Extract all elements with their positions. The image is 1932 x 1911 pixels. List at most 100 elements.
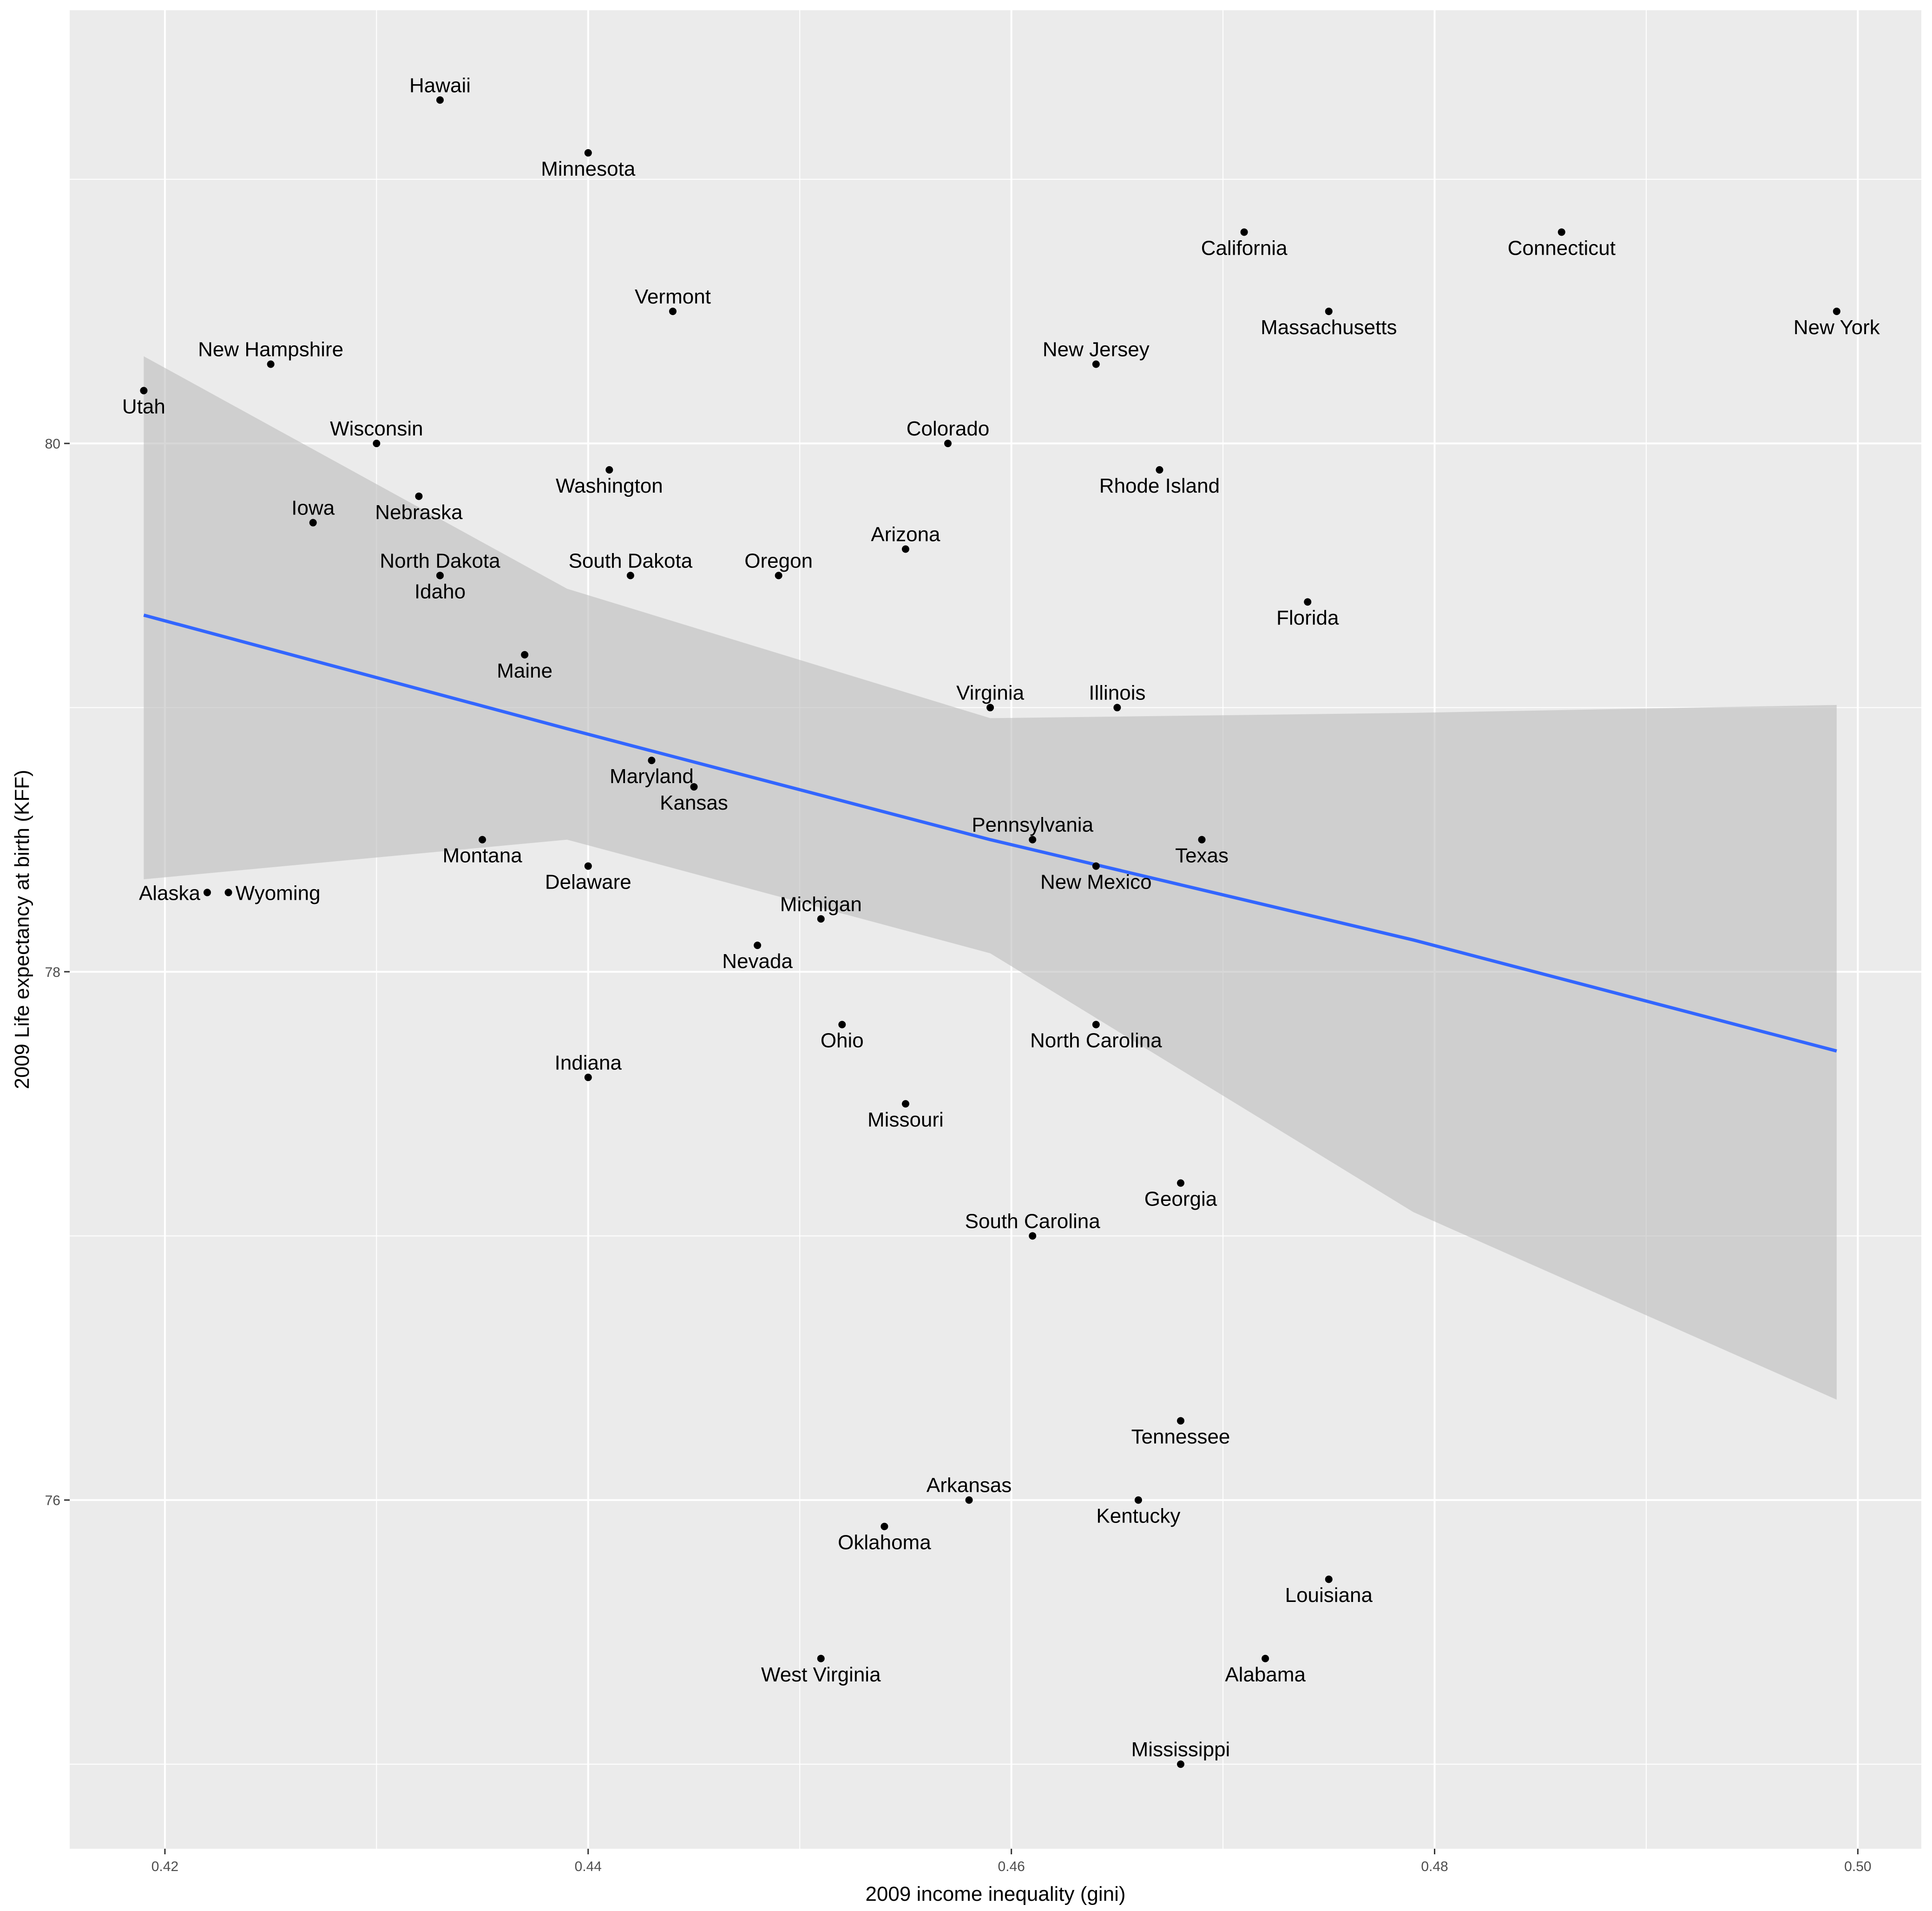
data-point xyxy=(1113,704,1121,712)
point-label: North Carolina xyxy=(1030,1029,1162,1052)
y-tick-label: 78 xyxy=(45,965,60,980)
point-label: New Jersey xyxy=(1043,338,1150,361)
point-label: Michigan xyxy=(780,893,862,916)
point-label: Connecticut xyxy=(1508,237,1616,259)
confidence-band-layer xyxy=(144,356,1837,1400)
data-point xyxy=(1325,1575,1333,1583)
x-tick-label: 0.42 xyxy=(151,1859,178,1874)
data-point xyxy=(1304,598,1312,606)
point-label: Wyoming xyxy=(236,882,321,904)
confidence-band xyxy=(144,356,1837,1400)
point-label: Kentucky xyxy=(1096,1505,1180,1528)
data-point xyxy=(838,1021,846,1028)
point-label: Oklahoma xyxy=(838,1531,931,1554)
point-label: Utah xyxy=(122,395,165,418)
data-point xyxy=(1156,466,1163,474)
point-label: Ohio xyxy=(821,1029,864,1052)
point-label: North Dakota xyxy=(380,549,500,572)
point-label: Washington xyxy=(556,474,663,497)
point-labels-layer: Hawaii Minnesota California Connecticut Verm… xyxy=(122,74,1880,1761)
point-label: Alaska xyxy=(139,882,201,904)
data-point xyxy=(965,1496,973,1504)
data-point xyxy=(436,572,444,580)
point-label: Delaware xyxy=(545,871,631,894)
data-point xyxy=(1092,862,1100,870)
x-tick-label: 0.50 xyxy=(1844,1859,1871,1874)
point-label: Massachusetts xyxy=(1261,316,1397,339)
point-label: Maryland xyxy=(610,765,694,788)
point-label: Vermont xyxy=(635,285,711,308)
data-point xyxy=(1177,1760,1184,1768)
data-point xyxy=(436,96,444,104)
data-point xyxy=(224,889,232,896)
data-point xyxy=(584,862,592,870)
data-point xyxy=(584,1074,592,1081)
x-axis-ticks: 0.42 0.44 0.46 0.48 0.50 xyxy=(151,1849,1872,1874)
point-label: Mississippi xyxy=(1131,1738,1230,1761)
data-point xyxy=(944,440,952,448)
data-point xyxy=(1092,360,1100,368)
data-point xyxy=(626,572,634,580)
point-label: Missouri xyxy=(867,1108,944,1131)
data-point xyxy=(817,1654,825,1662)
y-tick-label: 76 xyxy=(45,1493,60,1509)
data-point xyxy=(267,360,275,368)
y-axis-ticks: 76 78 80 xyxy=(45,436,70,1509)
y-tick-label: 80 xyxy=(45,436,60,452)
data-point xyxy=(690,783,698,791)
data-point xyxy=(1177,1179,1184,1187)
data-point xyxy=(669,307,677,315)
data-point xyxy=(373,440,381,448)
data-point xyxy=(605,466,613,474)
point-label: New York xyxy=(1794,316,1880,339)
data-point xyxy=(1029,836,1037,843)
data-point xyxy=(415,492,423,500)
point-label: Rhode Island xyxy=(1099,474,1220,497)
data-point xyxy=(204,889,211,896)
data-point xyxy=(1092,1021,1100,1028)
data-point xyxy=(1198,836,1206,843)
point-label: Iowa xyxy=(291,497,335,520)
data-point xyxy=(775,572,782,580)
point-label: Pennsylvania xyxy=(972,814,1093,837)
point-label: Illinois xyxy=(1089,682,1145,705)
data-point xyxy=(309,519,317,527)
point-label: Oregon xyxy=(744,549,813,572)
point-label: Nebraska xyxy=(375,501,463,524)
point-label: Montana xyxy=(442,844,522,867)
fit-line-layer xyxy=(143,613,1837,1053)
point-label: Minnesota xyxy=(541,158,636,180)
x-tick-label: 0.48 xyxy=(1421,1859,1448,1874)
data-point xyxy=(1240,228,1248,236)
x-tick-label: 0.44 xyxy=(575,1859,602,1874)
point-label: Virginia xyxy=(956,682,1024,705)
point-label: Georgia xyxy=(1144,1188,1217,1211)
point-label: Louisiana xyxy=(1285,1584,1373,1607)
point-label: New Mexico xyxy=(1040,871,1152,894)
point-label: Florida xyxy=(1276,606,1339,629)
regression-line xyxy=(143,613,1837,1053)
y-axis-title: 2009 Life expectancy at birth (KFF) xyxy=(11,770,33,1089)
data-point xyxy=(1262,1654,1269,1662)
data-point xyxy=(584,149,592,157)
data-point xyxy=(1029,1232,1037,1240)
point-label: Alabama xyxy=(1225,1663,1306,1686)
data-point xyxy=(986,704,994,712)
point-label: Nevada xyxy=(722,950,793,973)
points-layer xyxy=(140,96,1840,1768)
data-point xyxy=(1833,307,1840,315)
data-point xyxy=(817,915,825,923)
x-tick-label: 0.46 xyxy=(998,1859,1025,1874)
data-point xyxy=(1134,1496,1142,1504)
data-point xyxy=(754,942,762,949)
x-axis-title: 2009 income inequality (gini) xyxy=(865,1883,1125,1905)
data-point xyxy=(1177,1417,1184,1425)
point-label: Maine xyxy=(497,659,552,682)
point-label: Kansas xyxy=(660,791,728,814)
point-label: West Virginia xyxy=(761,1663,881,1686)
point-label: South Carolina xyxy=(965,1210,1101,1232)
data-point xyxy=(1557,228,1565,236)
data-point xyxy=(901,545,909,553)
point-label: Tennessee xyxy=(1131,1425,1230,1448)
